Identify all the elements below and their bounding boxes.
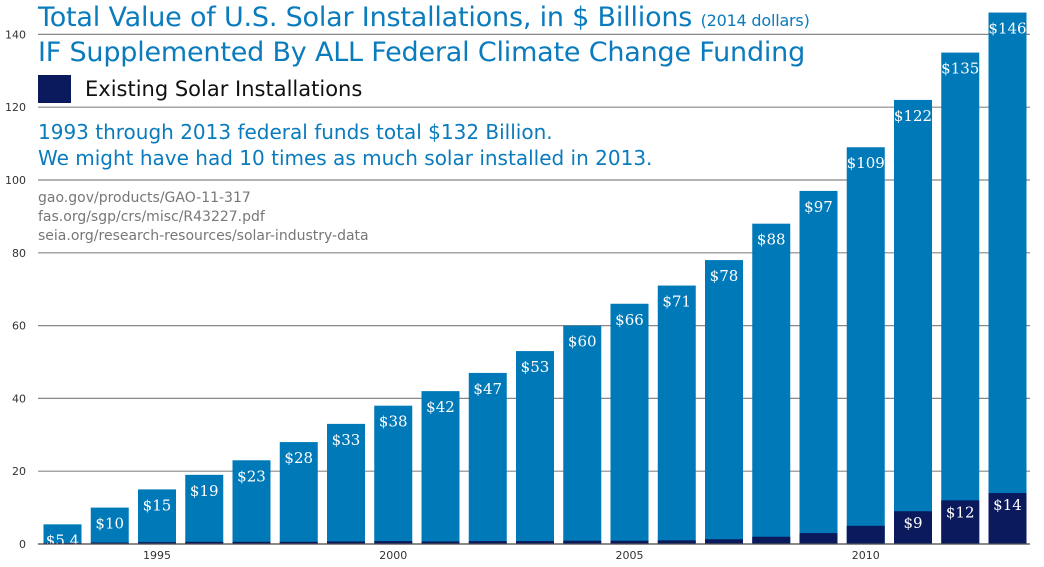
y-tick-label-0: 0 bbox=[19, 538, 26, 551]
data-label-1996: $19 bbox=[190, 482, 219, 500]
data-label-2007: $78 bbox=[710, 267, 739, 285]
bar-total-2005 bbox=[610, 303, 649, 544]
y-tick-label-120: 120 bbox=[5, 101, 26, 114]
legend: Existing Solar Installations bbox=[38, 74, 362, 104]
data-label-2013: $146 bbox=[988, 20, 1026, 38]
existing-label-2013: $14 bbox=[993, 496, 1022, 514]
annotation-line-1: 1993 through 2013 federal funds total $1… bbox=[38, 120, 553, 144]
bar-existing-2013 bbox=[988, 493, 1027, 544]
bar-existing-2006 bbox=[657, 540, 696, 544]
x-tick-label-1995: 1995 bbox=[143, 549, 171, 562]
data-label-1995: $15 bbox=[143, 496, 172, 514]
y-tick-label-20: 20 bbox=[12, 465, 26, 478]
source-gao: gao.gov/products/GAO-11-317 bbox=[38, 190, 251, 206]
bar-total-1993 bbox=[43, 524, 82, 544]
legend-label-existing: Existing Solar Installations bbox=[85, 77, 363, 101]
y-tick-label-60: 60 bbox=[12, 320, 26, 333]
data-label-2011: $122 bbox=[894, 107, 932, 125]
bar-total-2000 bbox=[374, 405, 413, 544]
bar-total-2011 bbox=[894, 99, 932, 545]
bar-existing-2003 bbox=[516, 541, 554, 544]
bar-total-1999 bbox=[327, 423, 365, 544]
bar-total-2002 bbox=[468, 372, 507, 544]
annotation-line-2: We might have had 10 times as much solar… bbox=[38, 146, 653, 170]
bar-existing-2009 bbox=[799, 533, 838, 544]
bar-total-2012 bbox=[941, 52, 980, 544]
data-label-2000: $38 bbox=[379, 413, 408, 431]
bar-existing-1999 bbox=[327, 541, 365, 544]
data-label-2003: $53 bbox=[521, 358, 550, 376]
data-label-2012: $135 bbox=[941, 60, 979, 78]
data-label-2004: $60 bbox=[568, 333, 597, 351]
bar-total-2009 bbox=[799, 190, 838, 545]
bar-total-2003 bbox=[516, 351, 554, 544]
data-label-2001: $42 bbox=[426, 398, 455, 416]
chart-title-main: Total Value of U.S. Solar Installations,… bbox=[38, 2, 693, 33]
bar-total-2006 bbox=[657, 285, 696, 544]
y-tick-label-80: 80 bbox=[12, 247, 26, 260]
bar-existing-1994 bbox=[90, 542, 129, 544]
existing-label-2011: $9 bbox=[903, 514, 922, 532]
y-tick-label-40: 40 bbox=[12, 392, 26, 405]
x-tick-label-2000: 2000 bbox=[379, 549, 407, 562]
bar-total-1997 bbox=[232, 460, 271, 544]
data-label-1993: $5.4 bbox=[46, 531, 79, 549]
x-tick-label-2010: 2010 bbox=[852, 549, 880, 562]
bar-existing-2002 bbox=[468, 541, 507, 544]
bar-total-2004 bbox=[563, 325, 602, 544]
bar-existing-1995 bbox=[138, 542, 176, 544]
y-tick-label-140: 140 bbox=[5, 28, 26, 41]
chart-title-unit: (2014 dollars) bbox=[700, 11, 810, 30]
data-label-1999: $33 bbox=[332, 431, 361, 449]
bar-existing-2005 bbox=[610, 540, 649, 544]
bar-existing-2011 bbox=[894, 511, 932, 544]
existing-label-2012: $12 bbox=[946, 503, 975, 521]
bar-existing-2008 bbox=[752, 536, 791, 544]
source-fas: fas.org/sgp/crs/misc/R43227.pdf bbox=[38, 209, 265, 225]
x-tick-label-2005: 2005 bbox=[616, 549, 644, 562]
source-seia: seia.org/research-resources/solar-indust… bbox=[38, 228, 369, 244]
bar-existing-1996 bbox=[185, 541, 224, 544]
bar-existing-2010 bbox=[846, 525, 885, 544]
bar-total-2007 bbox=[705, 260, 743, 544]
data-label-1997: $23 bbox=[237, 467, 266, 485]
data-label-2002: $47 bbox=[473, 380, 502, 398]
bar-total-1996 bbox=[185, 474, 224, 544]
data-label-2005: $66 bbox=[615, 311, 644, 329]
data-label-1994: $10 bbox=[95, 515, 124, 533]
bar-existing-1997 bbox=[232, 541, 271, 544]
bar-total-2013 bbox=[988, 12, 1027, 545]
data-label-2006: $71 bbox=[662, 293, 691, 311]
bar-total-2008 bbox=[752, 223, 791, 544]
data-label-2010: $109 bbox=[847, 154, 885, 172]
bar-total-1995 bbox=[138, 489, 176, 544]
bar-existing-2012 bbox=[941, 500, 980, 544]
data-label-1998: $28 bbox=[284, 449, 313, 467]
bar-existing-2001 bbox=[421, 541, 460, 544]
bar-total-2001 bbox=[421, 391, 460, 544]
data-label-2008: $88 bbox=[757, 231, 786, 249]
legend-swatch-existing bbox=[38, 75, 71, 103]
bar-total-2010 bbox=[846, 147, 885, 545]
data-label-2009: $97 bbox=[804, 198, 833, 216]
chart-subtitle: IF Supplemented By ALL Federal Climate C… bbox=[38, 37, 806, 68]
bar-existing-1998 bbox=[279, 541, 318, 544]
chart-title: Total Value of U.S. Solar Installations,… bbox=[38, 2, 810, 33]
bar-existing-2000 bbox=[374, 541, 413, 544]
bar-total-1994 bbox=[90, 507, 129, 544]
y-tick-label-100: 100 bbox=[5, 174, 26, 187]
bar-existing-2007 bbox=[705, 539, 743, 544]
bar-total-1998 bbox=[279, 442, 318, 544]
bar-existing-2004 bbox=[563, 540, 602, 544]
